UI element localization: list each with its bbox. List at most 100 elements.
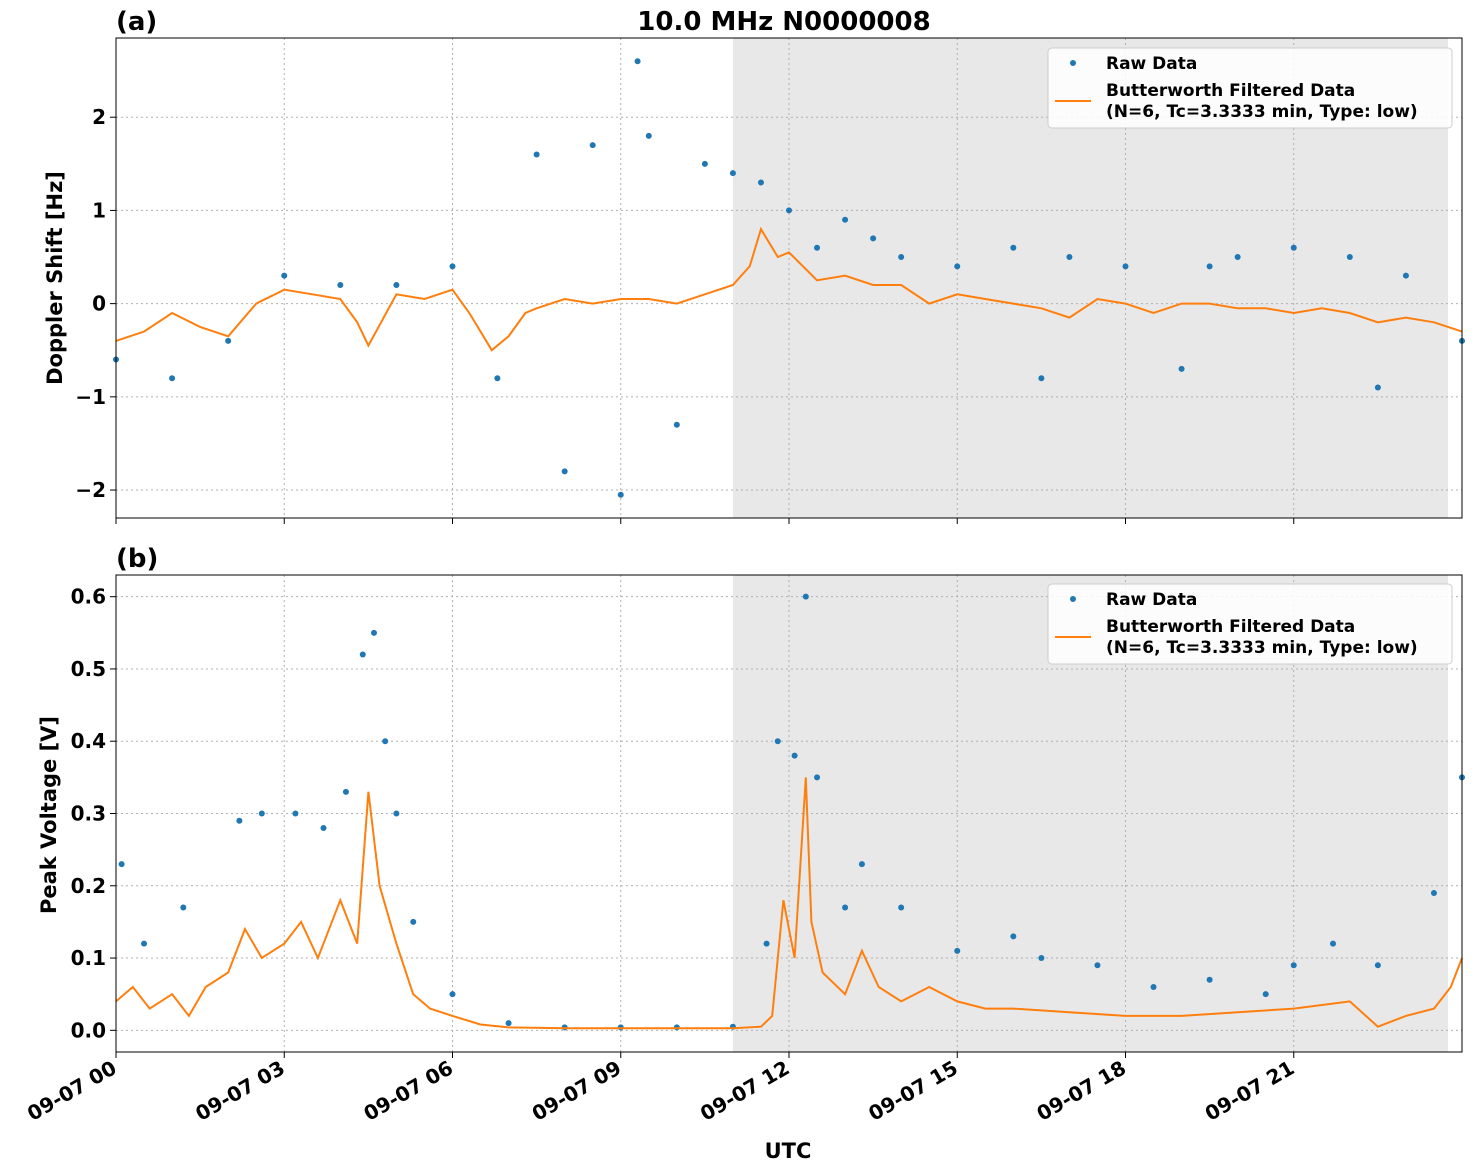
- panel-a-legend-filtered-label-1: Butterworth Filtered Data: [1106, 81, 1355, 101]
- panel-a-raw-point: [645, 132, 652, 139]
- panel-a-raw-point: [842, 216, 849, 223]
- panel-b-legend-raw-label: Raw Data: [1106, 590, 1197, 610]
- panel-a-filtered-line: [115, 226, 1463, 352]
- panel-a-raw-point: [786, 207, 792, 214]
- panel-b-ytick-label: 0.6: [71, 585, 106, 609]
- panel-b-ytick-label: 0.1: [71, 946, 106, 970]
- panel-b-ytick-label: 0.0: [71, 1018, 106, 1042]
- panel-a-raw-point: [673, 421, 680, 428]
- panel-b-raw-point: [1262, 991, 1269, 998]
- panel-b-raw-point: [180, 904, 187, 911]
- panel-b-raw-point: [236, 817, 243, 824]
- panel-b-raw-point: [954, 947, 961, 954]
- panel-b-raw-point: [1010, 933, 1017, 940]
- panel-b-raw-point: [858, 861, 865, 868]
- panel-a-legend-raw-marker: [1070, 60, 1076, 66]
- x-tick-label: 09-07 18: [1032, 1056, 1130, 1126]
- panel-a-raw-point: [954, 263, 961, 270]
- x-tick-label: 09-07 00: [23, 1056, 121, 1126]
- x-tick-label: 09-07 21: [1201, 1056, 1299, 1126]
- x-tick-label: 09-07 15: [864, 1056, 962, 1126]
- panel-b-legend-raw-marker: [1070, 596, 1076, 602]
- panel-a-ylabel: Doppler Shift [Hz]: [43, 171, 67, 385]
- panel-a-raw-point: [814, 244, 821, 251]
- panel-b-raw-point: [410, 918, 417, 925]
- panel-b-filtered-line: [115, 777, 1463, 1030]
- panel-a-raw-point: [1346, 254, 1353, 261]
- panel-a-raw-point: [494, 375, 501, 382]
- panel-a-ytick-label: 0: [92, 292, 106, 316]
- x-tick-label: 09-07 09: [528, 1056, 626, 1126]
- panel-b-legend-box: [1047, 583, 1453, 665]
- panel-a-raw-point: [225, 337, 232, 344]
- panel-b-raw-point: [1430, 890, 1437, 896]
- panel-b-ytick-label: 0.4: [71, 729, 106, 753]
- panel-a-raw-point: [337, 281, 344, 288]
- panel-b-raw-point: [1330, 940, 1337, 947]
- panel-b-legend-filtered-label-2: (N=6, Tc=3.3333 min, Type: low): [1106, 638, 1418, 658]
- panel-a-raw-point: [757, 179, 764, 186]
- panel-a-label: (a): [116, 7, 157, 37]
- panel-a-ytick-label: 1: [92, 198, 106, 222]
- panel-a-raw-point: [589, 142, 596, 149]
- panel-b-legend: Raw Data Butterworth Filtered Data (N=6,…: [1047, 583, 1453, 665]
- panel-b-raw-point: [1038, 955, 1045, 962]
- panel-b-raw-point: [1206, 976, 1213, 983]
- panel-b-raw-point: [842, 904, 849, 911]
- panel-b-ytick-label: 0.2: [71, 874, 106, 898]
- panel-a-raw-point: [281, 272, 288, 279]
- panel-a-raw-point: [870, 235, 877, 242]
- panel-a-raw-point: [634, 58, 641, 65]
- panel-b-raw-point: [320, 824, 327, 831]
- panel-a-raw-point: [393, 281, 400, 288]
- panel-a-raw-point: [1122, 263, 1129, 270]
- panel-a-raw-point: [1234, 254, 1241, 261]
- x-axis-label: UTC: [765, 1139, 812, 1163]
- panel-b-raw-point: [449, 991, 456, 998]
- panel-a-raw-point: [701, 160, 708, 167]
- panel-a-raw-point: [1066, 254, 1073, 261]
- panel-a-raw-point: [1010, 244, 1017, 251]
- panel-b-ylabel: Peak Voltage [V]: [37, 716, 61, 914]
- panel-b-label: (b): [116, 544, 158, 574]
- panel-b-raw-point: [763, 940, 770, 947]
- panel-a-raw-point: [1206, 263, 1213, 270]
- panel-a-raw-point: [561, 468, 568, 475]
- panel-a-raw-point: [169, 375, 176, 382]
- panel-a-raw-point: [1038, 375, 1045, 382]
- panel-b-ytick-label: 0.3: [71, 802, 106, 826]
- panel-b-raw-point: [393, 810, 400, 817]
- panel-b-legend-filtered-label-1: Butterworth Filtered Data: [1106, 617, 1355, 637]
- panel-a-legend-filtered-label-2: (N=6, Tc=3.3333 min, Type: low): [1106, 102, 1418, 122]
- panel-b-voltage: (b) Peak Voltage [V] 0.6 0.5 0.4 0.3 0.2 0.1 0…: [23, 544, 1465, 1126]
- panel-b-raw-point: [292, 810, 299, 817]
- panel-a-raw-point: [1402, 272, 1409, 279]
- panel-b-raw-point: [774, 738, 781, 745]
- panel-b-raw-point: [370, 629, 377, 636]
- panel-b-raw-point: [505, 1020, 512, 1027]
- panel-a-legend-box: [1047, 47, 1453, 129]
- panel-b-raw-point: [1150, 983, 1157, 990]
- panel-b-raw-point: [118, 861, 125, 868]
- panel-a-raw-point: [533, 151, 540, 158]
- panel-b-raw-point: [342, 788, 349, 795]
- x-tick-label: 09-07 06: [359, 1056, 457, 1126]
- x-tick-label: 09-07 03: [191, 1056, 289, 1126]
- panel-a-ytick-label: −2: [75, 478, 106, 502]
- panel-a-raw-point: [1374, 384, 1381, 391]
- panel-b-raw-point: [382, 738, 389, 745]
- panel-a-raw-point: [1290, 244, 1297, 251]
- panel-a-raw-point: [617, 491, 624, 498]
- panel-b-raw-point: [802, 593, 809, 600]
- panel-b-raw-point: [359, 651, 366, 658]
- panel-a-legend-raw-label: Raw Data: [1106, 54, 1197, 74]
- panel-a-raw-point: [898, 254, 905, 261]
- panel-b-raw-point: [258, 810, 265, 817]
- figure-title: 10.0 MHz N0000008: [637, 7, 930, 37]
- x-tick-label: 09-07 12: [696, 1056, 794, 1126]
- panel-a-raw-point: [449, 263, 456, 270]
- panel-a-ytick-label: 2: [92, 105, 106, 129]
- panel-b-raw-point: [791, 752, 798, 759]
- panel-a-raw-point: [1178, 365, 1185, 372]
